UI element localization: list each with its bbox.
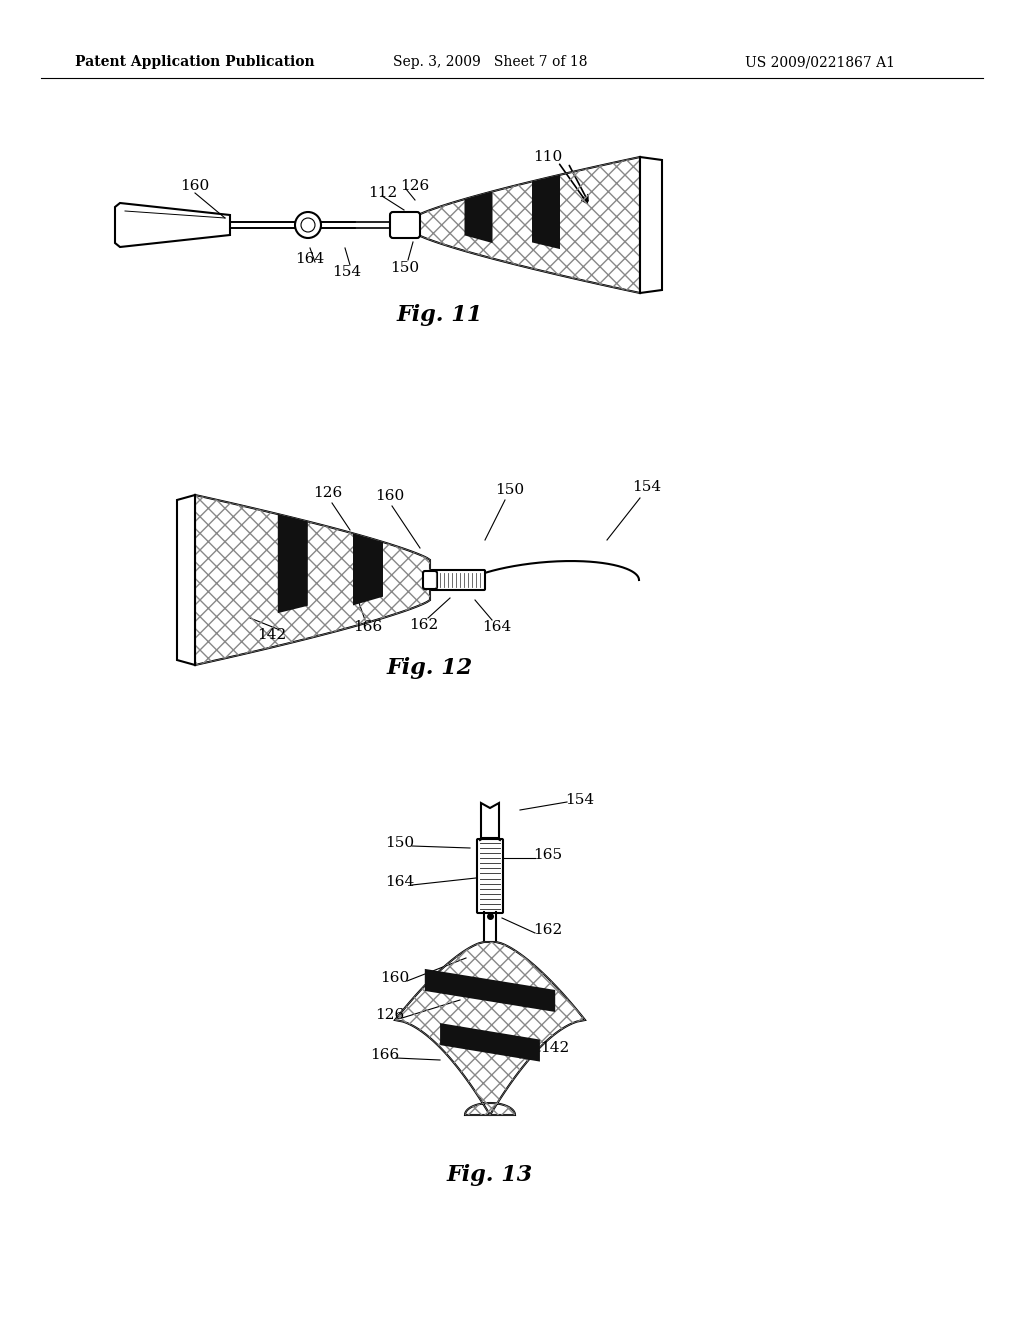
Polygon shape bbox=[532, 174, 560, 249]
Text: 166: 166 bbox=[353, 620, 383, 634]
Text: 154: 154 bbox=[333, 265, 361, 279]
Text: 164: 164 bbox=[385, 875, 415, 888]
Text: 160: 160 bbox=[380, 972, 410, 985]
Text: 112: 112 bbox=[369, 186, 397, 201]
Text: 110: 110 bbox=[534, 150, 562, 164]
Polygon shape bbox=[465, 191, 493, 243]
Polygon shape bbox=[353, 533, 383, 606]
Polygon shape bbox=[440, 1023, 540, 1061]
Text: Patent Application Publication: Patent Application Publication bbox=[75, 55, 314, 69]
Text: Sep. 3, 2009   Sheet 7 of 18: Sep. 3, 2009 Sheet 7 of 18 bbox=[393, 55, 587, 69]
Polygon shape bbox=[177, 495, 195, 665]
Polygon shape bbox=[481, 803, 499, 838]
Polygon shape bbox=[395, 942, 585, 1115]
Polygon shape bbox=[640, 157, 662, 293]
Text: Fig. 11: Fig. 11 bbox=[397, 304, 483, 326]
Text: 162: 162 bbox=[410, 618, 438, 632]
Text: 150: 150 bbox=[390, 261, 420, 275]
Text: 126: 126 bbox=[376, 1008, 404, 1022]
Polygon shape bbox=[115, 203, 230, 247]
Polygon shape bbox=[425, 969, 555, 1012]
Text: US 2009/0221867 A1: US 2009/0221867 A1 bbox=[745, 55, 895, 69]
Text: 126: 126 bbox=[400, 180, 430, 193]
Text: 164: 164 bbox=[482, 620, 512, 634]
Text: 142: 142 bbox=[257, 628, 287, 642]
Text: Fig. 12: Fig. 12 bbox=[387, 657, 473, 678]
Circle shape bbox=[295, 213, 321, 238]
Text: 154: 154 bbox=[633, 480, 662, 494]
Text: 160: 160 bbox=[376, 488, 404, 503]
FancyBboxPatch shape bbox=[390, 213, 420, 238]
FancyBboxPatch shape bbox=[431, 570, 485, 590]
Text: 164: 164 bbox=[295, 252, 325, 267]
Text: 166: 166 bbox=[371, 1048, 399, 1063]
Text: 160: 160 bbox=[180, 180, 210, 193]
Text: 154: 154 bbox=[565, 793, 595, 807]
Text: 165: 165 bbox=[534, 847, 562, 862]
Text: 150: 150 bbox=[385, 836, 415, 850]
Polygon shape bbox=[415, 157, 640, 293]
Text: Fig. 13: Fig. 13 bbox=[446, 1164, 534, 1185]
Text: 162: 162 bbox=[534, 923, 562, 937]
Circle shape bbox=[301, 218, 315, 232]
Text: 150: 150 bbox=[496, 483, 524, 498]
Text: 126: 126 bbox=[313, 486, 343, 500]
FancyBboxPatch shape bbox=[477, 840, 503, 913]
Text: 142: 142 bbox=[541, 1041, 569, 1055]
Polygon shape bbox=[195, 495, 430, 665]
Polygon shape bbox=[278, 513, 308, 614]
FancyBboxPatch shape bbox=[423, 572, 437, 589]
